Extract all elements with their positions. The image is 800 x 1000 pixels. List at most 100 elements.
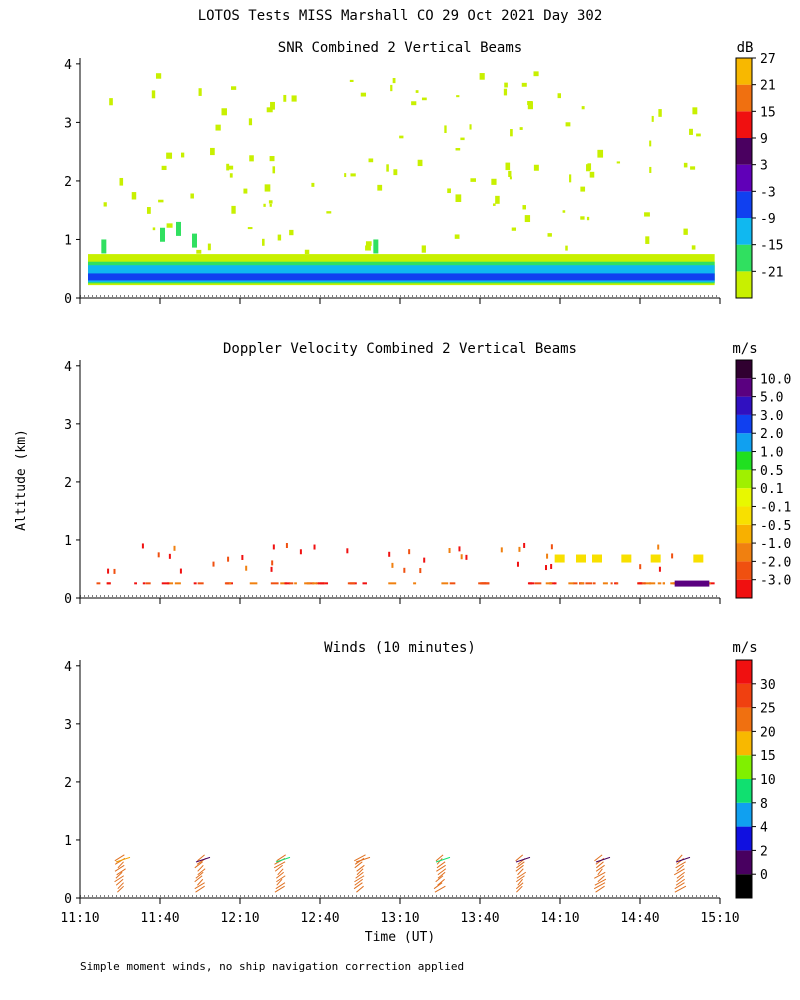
wind-barb xyxy=(114,854,125,862)
wind-barb-top xyxy=(515,856,531,863)
doppler-speck xyxy=(312,582,317,585)
doppler-speck xyxy=(362,582,367,585)
snr-speckle xyxy=(493,203,496,206)
wind-barb xyxy=(197,868,206,876)
wind-barb xyxy=(676,864,685,872)
doppler-speck xyxy=(544,565,547,571)
wind-barb xyxy=(436,858,443,865)
snr-speckle xyxy=(444,125,447,134)
snr-speckle xyxy=(645,236,650,244)
colorbar-label: 3 xyxy=(760,159,768,174)
wind-barb xyxy=(435,875,444,883)
snr-panel-title: SNR Combined 2 Vertical Beams xyxy=(278,40,522,56)
snr-speckle xyxy=(226,163,230,171)
wind-barb xyxy=(675,861,686,869)
doppler-speck xyxy=(285,543,288,549)
doppler-speck xyxy=(637,582,642,585)
doppler-speck xyxy=(294,582,297,585)
doppler-cell xyxy=(576,554,586,563)
doppler-speck xyxy=(388,582,397,585)
y-tick-label: 1 xyxy=(64,534,72,549)
doppler-speck xyxy=(313,544,316,550)
doppler-speck xyxy=(639,582,646,585)
y-axis-label: Altitude (km) xyxy=(14,429,29,531)
doppler-cell xyxy=(693,554,704,563)
x-tick-label: 13:40 xyxy=(460,911,499,926)
snr-speckle xyxy=(131,192,137,200)
doppler-speck xyxy=(391,562,394,568)
colorbar-label: 2 xyxy=(760,844,768,859)
wind-barb xyxy=(676,871,685,879)
snr-speckle xyxy=(533,164,539,171)
wind-barb xyxy=(115,878,124,886)
snr-speckle xyxy=(272,166,276,174)
snr-band-peak xyxy=(88,273,715,281)
wind-barb xyxy=(434,885,446,893)
snr-speckle xyxy=(417,159,423,167)
colorbar-label: 0 xyxy=(760,868,768,883)
y-tick-label: 2 xyxy=(64,476,72,491)
snr-blob xyxy=(176,221,181,236)
doppler-speck xyxy=(227,556,230,562)
snr-speckle xyxy=(392,78,396,84)
doppler-speck xyxy=(193,582,197,585)
wind-barb xyxy=(515,882,524,890)
wind-barb xyxy=(674,882,685,890)
wind-barb xyxy=(276,854,286,862)
doppler-plot: 0 1 2 3 4 xyxy=(64,360,721,607)
snr-speckle xyxy=(689,128,693,135)
x-tick-label: 11:10 xyxy=(60,911,99,926)
snr-speckle xyxy=(522,205,526,210)
snr-speckle xyxy=(399,135,404,139)
doppler-cell xyxy=(650,554,661,563)
colorbar-label: -9 xyxy=(760,212,776,227)
colorbar-label: 10 xyxy=(760,773,776,788)
x-tick-label: 13:10 xyxy=(380,911,419,926)
colorbar-swatch xyxy=(736,543,752,562)
snr-speckle xyxy=(166,152,173,159)
doppler-speck xyxy=(554,582,557,585)
wind-barb xyxy=(114,864,125,872)
wind-barb xyxy=(595,885,605,893)
doppler-speck xyxy=(419,568,422,574)
colorbar-swatch xyxy=(736,84,752,112)
snr-speckle xyxy=(692,107,698,115)
colorbar-swatch xyxy=(736,396,752,415)
wind-barb xyxy=(436,861,446,869)
snr-speckle xyxy=(495,195,500,204)
colorbar-label: 0.5 xyxy=(760,464,783,479)
doppler-speck xyxy=(518,546,521,552)
wind-barb xyxy=(516,885,523,893)
wind-barb xyxy=(277,868,284,876)
wind-barb xyxy=(355,871,364,879)
snr-colorbar: -21 -15 -9 -3 3 9 15 21 27 xyxy=(735,52,783,299)
footer-note: Simple moment winds, no ship navigation … xyxy=(80,960,464,973)
snr-speckle xyxy=(264,184,271,192)
snr-speckle xyxy=(352,173,356,176)
snr-speckle xyxy=(270,101,275,110)
doppler-speck xyxy=(241,554,244,560)
wind-barb-top xyxy=(195,856,211,863)
snr-speckle xyxy=(243,188,248,194)
snr-speckle xyxy=(616,161,621,164)
snr-units: dB xyxy=(737,40,754,56)
snr-speckle xyxy=(479,73,485,80)
y-tick-label: 4 xyxy=(64,360,72,375)
doppler-speck xyxy=(413,582,417,585)
doppler-speck xyxy=(272,544,275,550)
doppler-speck xyxy=(671,553,674,559)
wind-barb xyxy=(594,854,603,862)
snr-speckle xyxy=(231,86,237,90)
snr-blob xyxy=(160,227,165,242)
colorbar-frame xyxy=(735,57,753,299)
snr-speckle xyxy=(166,223,173,228)
snr-speckle xyxy=(152,227,156,231)
snr-speckle xyxy=(155,73,162,79)
snr-speckle xyxy=(415,90,419,93)
colorbar-label: 15 xyxy=(760,105,776,120)
colorbar-swatch xyxy=(736,164,752,192)
snr-speckle xyxy=(503,88,508,96)
snr-speckle xyxy=(326,211,332,214)
doppler-cell xyxy=(674,580,710,587)
